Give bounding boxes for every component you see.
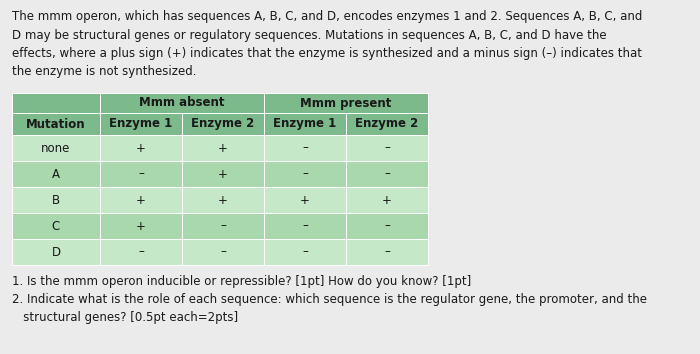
- Bar: [346, 187, 428, 213]
- Text: –: –: [302, 219, 308, 233]
- Bar: [100, 213, 182, 239]
- Text: +: +: [136, 194, 146, 206]
- Text: D: D: [51, 246, 61, 258]
- Bar: [182, 135, 264, 161]
- Bar: [346, 161, 428, 187]
- Bar: [12, 135, 100, 161]
- Bar: [100, 135, 182, 161]
- Bar: [100, 93, 264, 113]
- Bar: [264, 161, 346, 187]
- Text: Enzyme 1: Enzyme 1: [109, 118, 173, 131]
- Bar: [12, 187, 100, 213]
- Text: 1. Is the mmm operon inducible or repressible? [1pt] How do you know? [1pt]: 1. Is the mmm operon inducible or repres…: [12, 275, 471, 288]
- Text: +: +: [300, 194, 310, 206]
- Text: B: B: [52, 194, 60, 206]
- Text: –: –: [138, 246, 144, 258]
- Bar: [12, 113, 100, 135]
- Bar: [346, 213, 428, 239]
- Bar: [100, 187, 182, 213]
- Bar: [182, 113, 264, 135]
- Text: –: –: [384, 246, 390, 258]
- Text: Mutation: Mutation: [26, 118, 86, 131]
- Bar: [182, 239, 264, 265]
- Text: The mmm operon, which has sequences A, B, C, and D, encodes enzymes 1 and 2. Seq: The mmm operon, which has sequences A, B…: [12, 10, 643, 79]
- Bar: [12, 161, 100, 187]
- Text: –: –: [302, 246, 308, 258]
- Text: +: +: [136, 219, 146, 233]
- Text: –: –: [384, 219, 390, 233]
- Text: Enzyme 1: Enzyme 1: [274, 118, 337, 131]
- Bar: [12, 239, 100, 265]
- Bar: [100, 161, 182, 187]
- Bar: [264, 239, 346, 265]
- Text: +: +: [218, 167, 228, 181]
- Text: Enzyme 2: Enzyme 2: [191, 118, 255, 131]
- Text: +: +: [218, 142, 228, 154]
- Bar: [346, 135, 428, 161]
- Text: Enzyme 2: Enzyme 2: [356, 118, 419, 131]
- Text: C: C: [52, 219, 60, 233]
- Bar: [12, 213, 100, 239]
- Bar: [346, 239, 428, 265]
- Text: 2. Indicate what is the role of each sequence: which sequence is the regulator g: 2. Indicate what is the role of each seq…: [12, 293, 647, 324]
- Text: –: –: [138, 167, 144, 181]
- Text: +: +: [382, 194, 392, 206]
- Bar: [182, 161, 264, 187]
- Text: none: none: [41, 142, 71, 154]
- Text: A: A: [52, 167, 60, 181]
- Text: Mmm present: Mmm present: [300, 97, 392, 109]
- Text: –: –: [302, 142, 308, 154]
- Text: –: –: [302, 167, 308, 181]
- Bar: [264, 93, 428, 113]
- Text: +: +: [136, 142, 146, 154]
- Bar: [264, 187, 346, 213]
- Text: –: –: [384, 167, 390, 181]
- Text: –: –: [220, 219, 226, 233]
- Text: –: –: [384, 142, 390, 154]
- Bar: [100, 239, 182, 265]
- Bar: [100, 113, 182, 135]
- Bar: [12, 93, 100, 113]
- Bar: [264, 113, 346, 135]
- Bar: [182, 187, 264, 213]
- Bar: [264, 213, 346, 239]
- Bar: [264, 135, 346, 161]
- Text: –: –: [220, 246, 226, 258]
- Bar: [182, 213, 264, 239]
- Text: Mmm absent: Mmm absent: [139, 97, 225, 109]
- Text: +: +: [218, 194, 228, 206]
- Bar: [346, 113, 428, 135]
